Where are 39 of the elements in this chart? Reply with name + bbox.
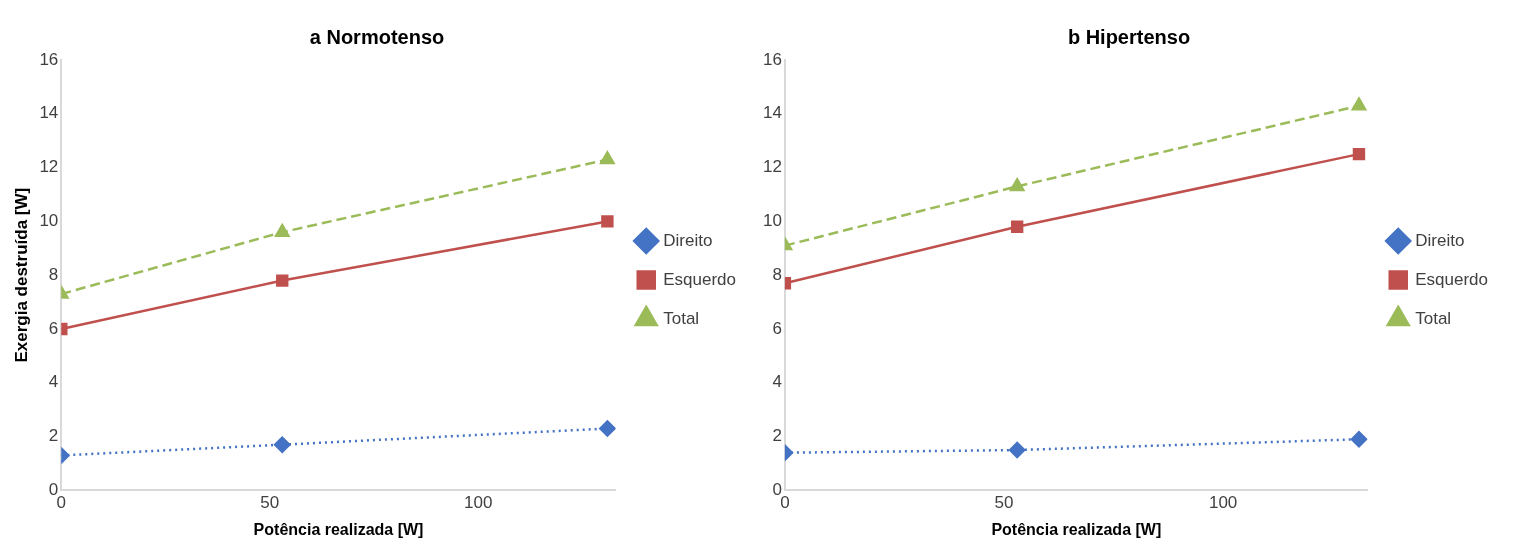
point (1352, 147, 1366, 161)
x-axis-title: Potência realizada [W] (991, 520, 1162, 538)
chart-title: a Normotenso (309, 25, 445, 48)
legend-label: Total (1415, 308, 1452, 328)
x-tick-label: 50 (260, 493, 280, 513)
point (601, 215, 614, 228)
chart-title: b Hipertenso (1067, 25, 1191, 48)
y-tick-label: 10 (39, 211, 59, 231)
legend-label: Esquerdo (1415, 269, 1489, 289)
legend-label: Esquerdo (663, 269, 737, 289)
y-tick-label: 2 (772, 426, 782, 446)
x-tick-label: 50 (994, 493, 1014, 513)
point (1350, 431, 1368, 448)
legend-label: Total (663, 308, 700, 328)
y-tick-label: 4 (772, 372, 782, 392)
y-tick-label: 4 (48, 372, 59, 392)
y-tick-label: 16 (762, 49, 782, 69)
y-tick-label: 2 (48, 426, 59, 446)
y-tick-label: 6 (48, 318, 59, 338)
y-tick-label: 10 (762, 211, 782, 231)
y-tick-label: 12 (762, 157, 782, 177)
y-tick-label: 8 (48, 264, 59, 284)
y-tick-label: 12 (39, 157, 59, 177)
point (600, 151, 615, 165)
x-tick-label: 100 (1208, 493, 1238, 513)
legend-label: Direito (663, 230, 713, 250)
y-tick-label: 14 (762, 103, 782, 123)
y-tick-label: 6 (772, 318, 782, 338)
y-tick-label: 8 (772, 264, 782, 284)
y-tick-label: 16 (39, 49, 59, 69)
x-axis-title: Potência realizada [W] (253, 520, 424, 538)
point (1351, 97, 1367, 111)
y-tick-label: 14 (39, 103, 59, 123)
x-tick-label: 100 (463, 493, 493, 513)
point (276, 274, 289, 287)
y-tick-label: 0 (772, 480, 782, 500)
legend-label: Direito (1415, 230, 1465, 250)
y-axis-title: Exergia destruída [W] (11, 187, 31, 363)
point (599, 420, 616, 437)
